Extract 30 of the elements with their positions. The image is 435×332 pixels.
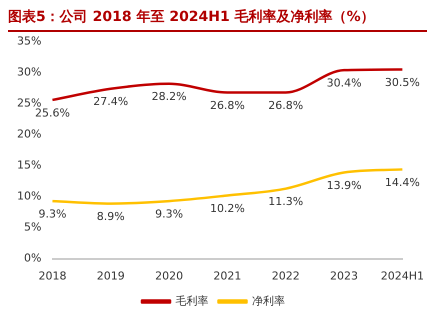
data-label: 26.8% — [268, 98, 304, 112]
data-label: 28.2% — [152, 90, 187, 104]
y-tick-label: 5% — [24, 220, 42, 234]
data-label: 27.4% — [93, 95, 128, 108]
x-tick-label: 2024H1 — [380, 269, 424, 282]
y-tick-label: 15% — [16, 158, 42, 172]
data-label: 9.3% — [155, 207, 184, 220]
x-tick-label: 2023 — [330, 269, 358, 282]
data-label: 30.5% — [384, 76, 420, 89]
data-label: 13.9% — [326, 178, 362, 192]
y-tick-label: 30% — [16, 65, 42, 78]
data-label: 8.9% — [96, 210, 125, 223]
x-tick-label: 2022 — [272, 269, 300, 282]
data-label: 30.4% — [326, 76, 362, 90]
y-tick-label: 35% — [16, 34, 42, 48]
data-label: 14.4% — [384, 176, 420, 189]
x-tick-label: 2019 — [96, 269, 125, 282]
chart-title: 图表5：公司 2018 年至 2024H1 毛利率及净利率（%） — [8, 8, 427, 32]
x-tick-label: 2020 — [155, 269, 184, 282]
legend-label: 净利率 — [252, 294, 285, 308]
data-label: 11.3% — [268, 195, 304, 208]
y-tick-label: 10% — [16, 190, 42, 203]
y-tick-label: 0% — [24, 252, 42, 265]
data-label: 9.3% — [38, 207, 66, 220]
legend-label: 毛利率 — [176, 294, 208, 308]
data-label: 26.8% — [210, 98, 245, 112]
y-tick-label: 20% — [16, 128, 42, 141]
x-tick-label: 2021 — [213, 269, 242, 282]
x-tick-label: 2018 — [38, 269, 66, 282]
data-label: 10.2% — [210, 202, 245, 215]
